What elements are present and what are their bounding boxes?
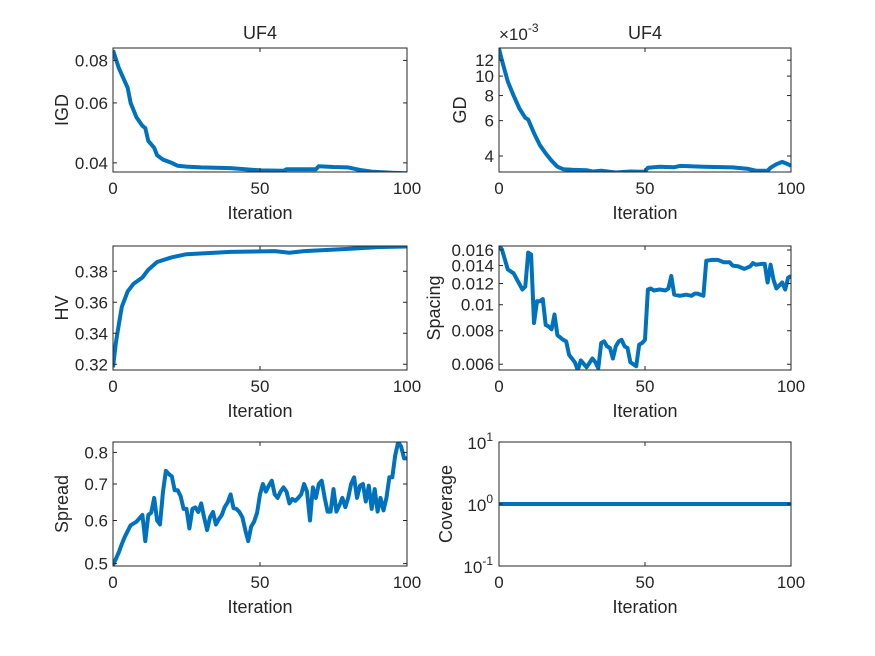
y-axis-label: Coverage (436, 465, 456, 543)
x-axis-label: Iteration (612, 203, 677, 223)
y-tick-label: 12 (475, 51, 494, 70)
x-tick-label: 100 (393, 573, 421, 592)
y-tick-label: 0.5 (84, 555, 108, 574)
x-tick-label: 100 (777, 377, 805, 396)
y-tick-label: 6 (485, 112, 494, 131)
y-tick-label: 0.008 (451, 322, 494, 341)
x-tick-label: 100 (393, 377, 421, 396)
x-tick-label: 0 (108, 179, 117, 198)
y-tick-label: 10 (475, 67, 494, 86)
y-tick-label: 8 (485, 87, 494, 106)
series-line-spacing (499, 246, 791, 370)
subplot-hv: 0 50 100 0.32 0.34 0.36 0.38 Iteration HV (52, 245, 421, 421)
x-axis-label: Iteration (227, 203, 292, 223)
x-tick-label: 100 (777, 179, 805, 198)
y-axis-label: HV (52, 295, 72, 320)
x-tick-label: 50 (636, 573, 655, 592)
series-line-spread (113, 442, 407, 566)
x-tick-label: 100 (393, 179, 421, 198)
axes-box (498, 47, 792, 173)
x-tick-label: 0 (494, 377, 503, 396)
subplot-spread: 0 50 100 0.5 0.6 0.7 0.8 Iteration Spread (52, 441, 421, 617)
y-tick-label: 0.6 (84, 511, 108, 530)
x-tick-label: 0 (494, 179, 503, 198)
x-tick-label: 0 (494, 573, 503, 592)
y-axis-label: IGD (52, 94, 72, 126)
subplot-igd: 0 50 100 0.04 0.06 0.08 Iteration IGD UF4 (52, 23, 421, 223)
y-tick-label: 0.08 (75, 51, 108, 70)
y-tick-label: 0.06 (75, 94, 108, 113)
subplot-title: UF4 (628, 23, 662, 43)
y-multiplier-label: ×10-3 (499, 21, 539, 44)
y-tick-label: 0.38 (75, 262, 108, 281)
y-tick-label: 0.006 (451, 355, 494, 374)
y-tick-label: 0.36 (75, 293, 108, 312)
y-axis-label: Spread (52, 475, 72, 533)
x-tick-label: 100 (777, 573, 805, 592)
x-tick-label: 50 (251, 179, 270, 198)
x-axis-label: Iteration (227, 597, 292, 617)
series-line-igd (113, 49, 407, 172)
y-tick-label: 101 (467, 430, 493, 453)
x-axis-label: Iteration (612, 401, 677, 421)
y-tick-label: 0.7 (84, 475, 108, 494)
y-tick-label: 4 (485, 147, 494, 166)
x-tick-label: 0 (108, 573, 117, 592)
x-tick-label: 50 (636, 179, 655, 198)
y-axis-label: Spacing (424, 275, 444, 340)
y-tick-label: 0.01 (461, 296, 494, 315)
series-line-hv (113, 246, 407, 368)
y-tick-label: 0.8 (84, 443, 108, 462)
subplot-title: UF4 (243, 23, 277, 43)
subplot-coverage: 0 50 100 10-1 100 101 Iteration Coverage (436, 430, 805, 617)
y-tick-label: 0.04 (75, 154, 108, 173)
x-tick-label: 50 (251, 377, 270, 396)
y-tick-label: 0.32 (75, 355, 108, 374)
series-line-gd (499, 48, 791, 172)
y-tick-label: 0.016 (451, 241, 494, 260)
y-tick-label: 0.014 (451, 257, 494, 276)
x-tick-label: 50 (251, 573, 270, 592)
y-axis-label: GD (450, 96, 470, 123)
y-tick-label: 0.012 (451, 275, 494, 294)
x-axis-label: Iteration (227, 401, 292, 421)
x-tick-label: 0 (108, 377, 117, 396)
x-axis-label: Iteration (612, 597, 677, 617)
y-tick-label: 100 (467, 492, 493, 515)
y-tick-label: 0.34 (75, 324, 108, 343)
x-tick-label: 50 (636, 377, 655, 396)
y-tick-label: 10-1 (463, 554, 493, 577)
